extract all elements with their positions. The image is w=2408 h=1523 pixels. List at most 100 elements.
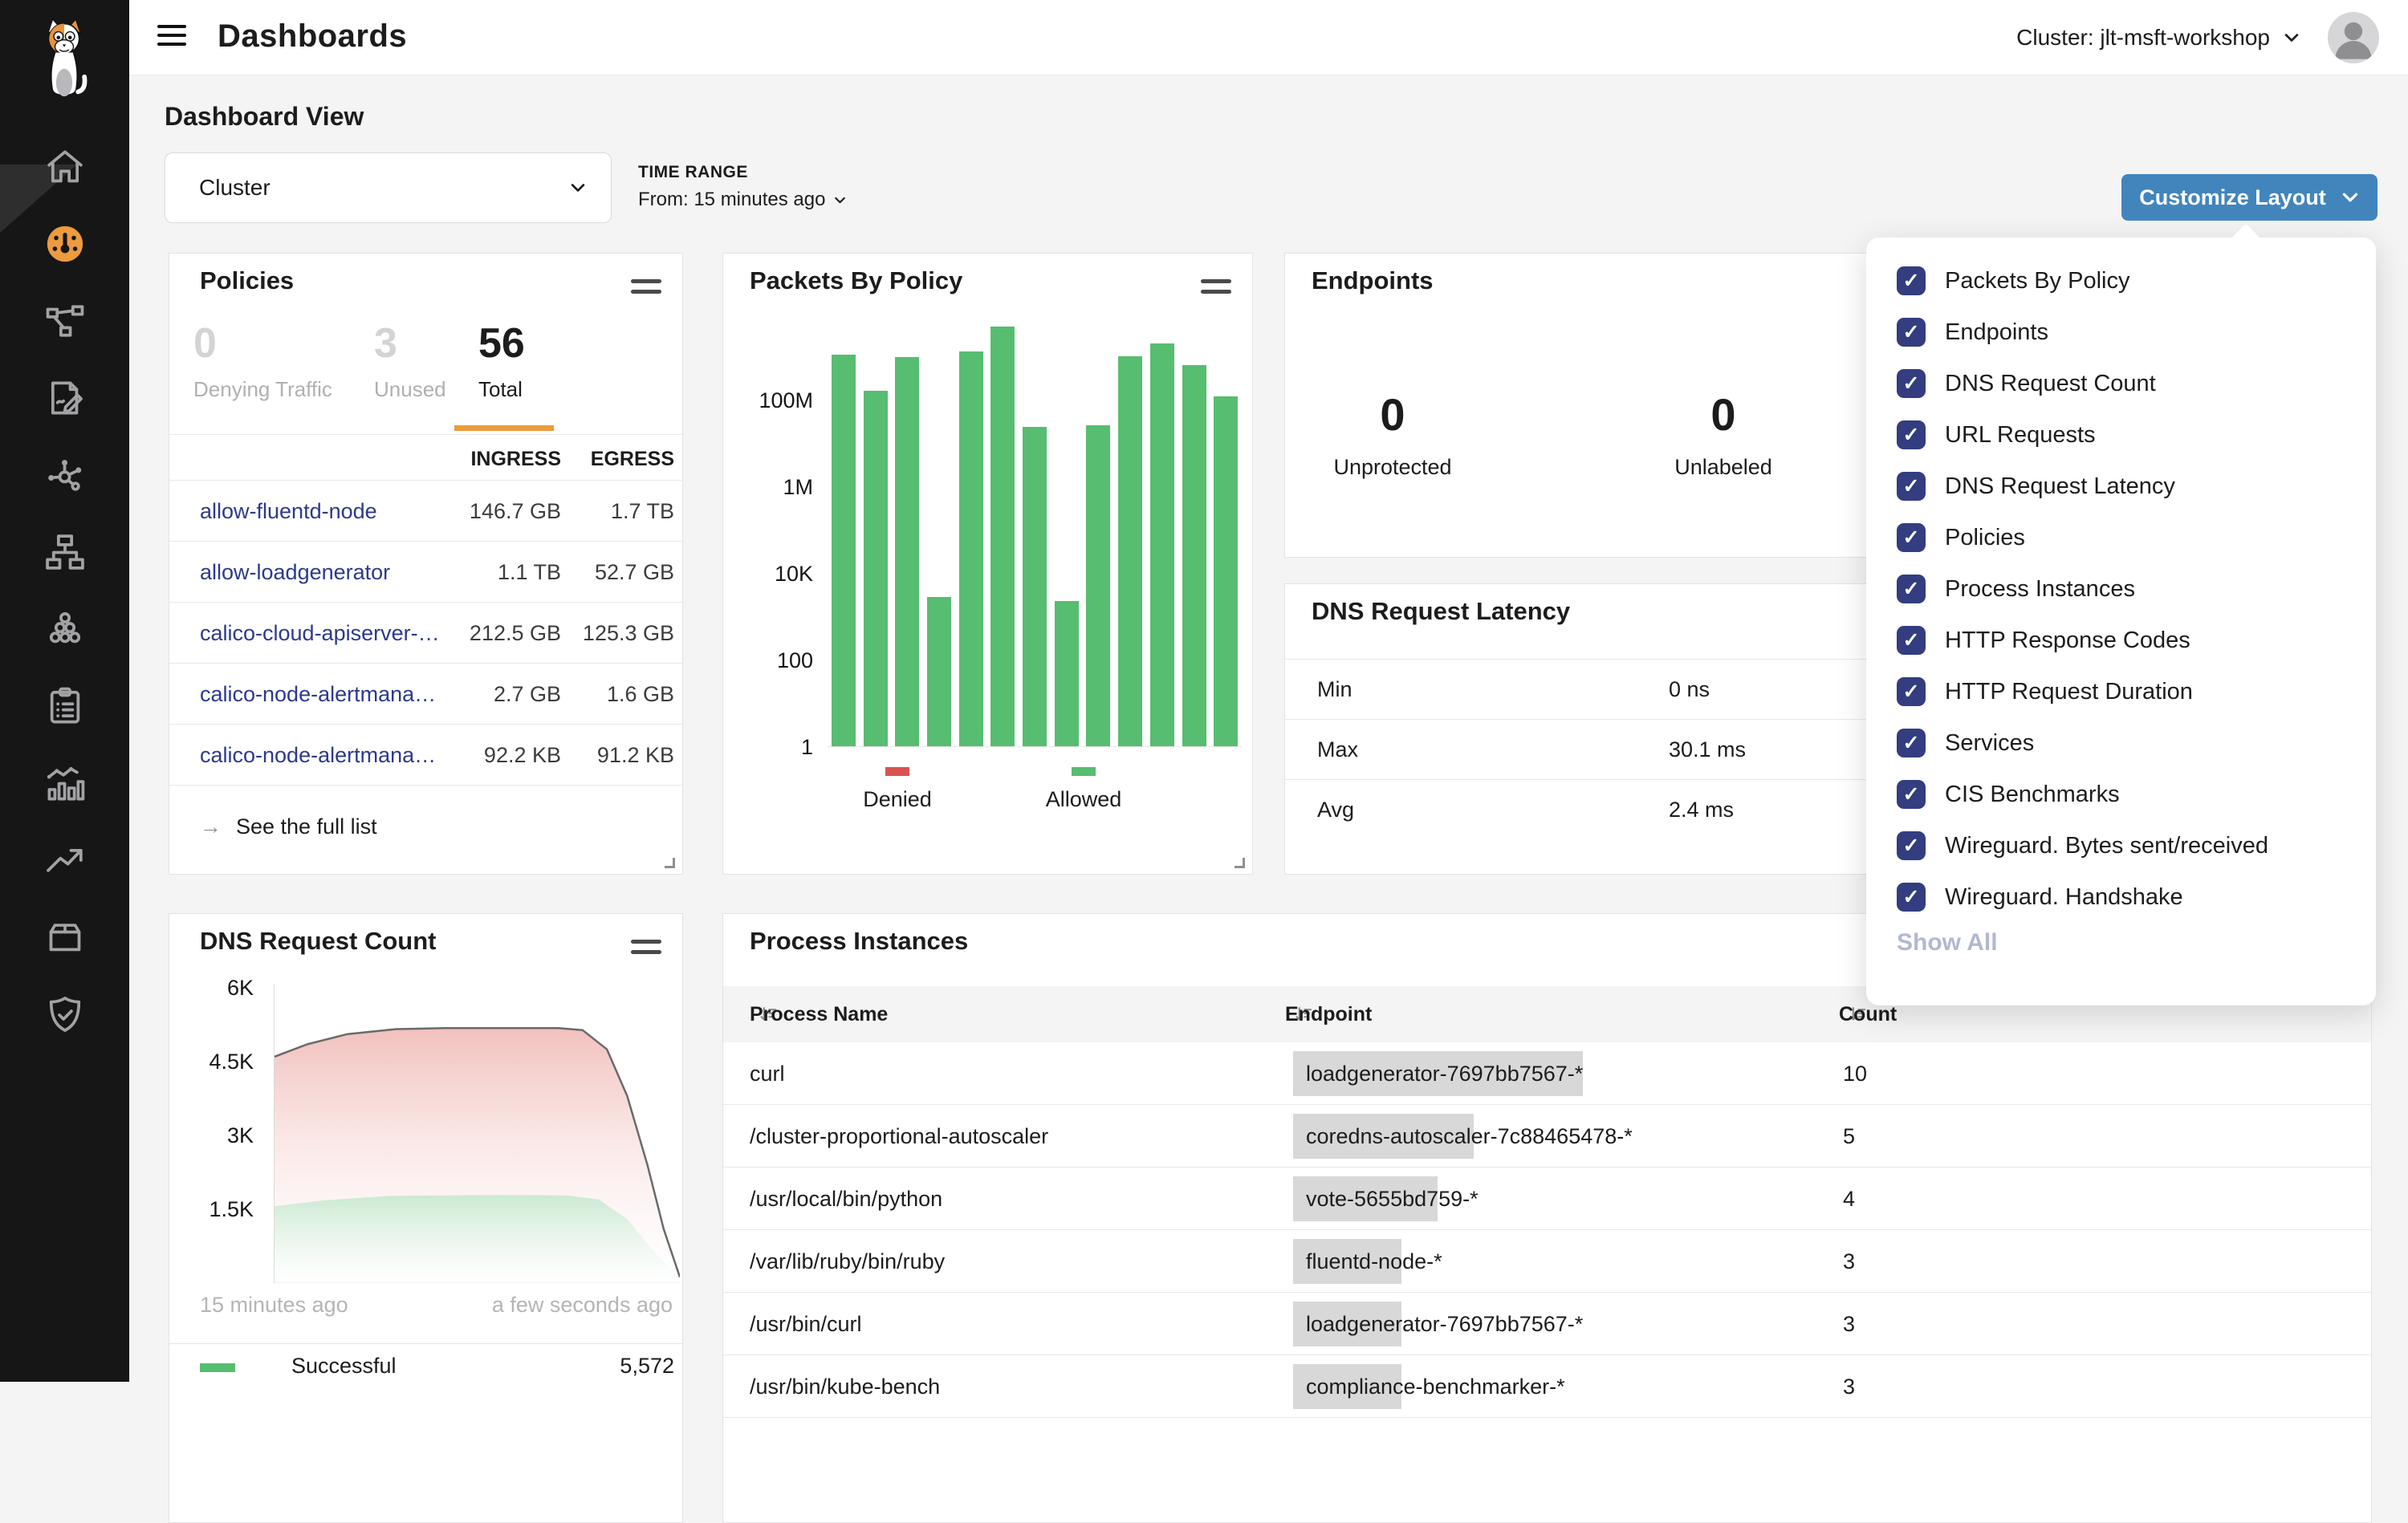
sidebar-item-home[interactable] (0, 128, 129, 205)
policies-stat-denying-traffic[interactable]: 0Denying Traffic (193, 323, 332, 402)
menu-item-label: HTTP Response Codes (1945, 627, 2190, 654)
stat-value: 0 (1308, 388, 1477, 441)
menu-item-http-response-codes[interactable]: ✓ HTTP Response Codes (1866, 615, 2376, 666)
bar (927, 597, 951, 746)
chevron-down-icon (2341, 188, 2360, 207)
process-row: /usr/bin/kube-benchcompliance-benchmarke… (723, 1355, 2371, 1418)
menu-item-process-instances[interactable]: ✓Process Instances (1866, 563, 2376, 615)
see-full-list-link[interactable]: → See the full list (200, 814, 377, 839)
resize-handle[interactable] (1235, 858, 1245, 868)
sidebar-item-package[interactable] (0, 899, 129, 976)
process-name: /var/lib/ruby/bin/ruby (750, 1230, 945, 1293)
resize-handle[interactable] (665, 858, 675, 868)
policy-name-link[interactable]: calico-node-alertmana… (200, 725, 436, 786)
sidebar-item-metrics-chart[interactable] (0, 745, 129, 822)
sidebar-item-shield-check[interactable] (0, 976, 129, 1053)
y-axis-tick: 10K (723, 562, 813, 585)
menu-item-endpoints[interactable]: ✓Endpoints (1866, 307, 2376, 358)
menu-item-wireguard-handshake[interactable]: ✓Wireguard. Handshake (1866, 871, 2376, 923)
drag-handle-icon[interactable] (1201, 279, 1231, 300)
drag-handle-icon[interactable] (631, 940, 661, 961)
process-row: /var/lib/ruby/bin/rubyfluentd-node-*3 (723, 1230, 2371, 1293)
successful-legend-value: 5,572 (620, 1354, 674, 1379)
section-title: Dashboard View (165, 102, 364, 132)
checkbox-checked-icon[interactable]: ✓ (1897, 318, 1926, 347)
sidebar-item-service-graph[interactable] (0, 437, 129, 514)
y-axis-tick: 1M (723, 476, 813, 498)
policy-ingress-value: 2.7 GB (494, 664, 561, 725)
bar (1118, 356, 1142, 746)
checkbox-checked-icon[interactable]: ✓ (1897, 677, 1926, 706)
policy-name-link[interactable]: calico-node-alertmana… (200, 664, 436, 725)
endpoint-chip: loadgenerator-7697bb7567-* (1293, 1051, 1583, 1096)
time-range-value[interactable]: From: 15 minutes ago (638, 189, 847, 211)
checkbox-checked-icon[interactable]: ✓ (1897, 626, 1926, 655)
menu-item-policies[interactable]: ✓Policies (1866, 512, 2376, 563)
show-all-link[interactable]: Show All (1897, 929, 1998, 956)
legend-item-allowed: Allowed (1015, 767, 1152, 812)
process-count: 5 (1843, 1105, 1855, 1168)
bar (1055, 601, 1079, 747)
stat-label: Unlabeled (1639, 455, 1808, 480)
sidebar-item-policy-edit[interactable] (0, 359, 129, 437)
packets-bar-chart (828, 314, 1242, 747)
y-axis-tick: 100M (723, 389, 813, 412)
menu-item-dns-request-count[interactable]: ✓DNS Request Count (1866, 358, 2376, 409)
sidebar-item-dashboard[interactable] (0, 205, 129, 282)
cluster-selector[interactable]: Cluster: jlt-msft-workshop (2016, 25, 2300, 51)
menu-item-label: URL Requests (1945, 422, 2096, 449)
policies-stat-unused[interactable]: 3Unused (374, 323, 446, 402)
latency-value: 30.1 ms (1669, 720, 1746, 780)
menu-item-url-requests[interactable]: ✓ URL Requests (1866, 409, 2376, 461)
menu-item-packets-by-policy[interactable]: ✓Packets By Policy (1866, 255, 2376, 307)
checkbox-checked-icon[interactable]: ✓ (1897, 266, 1926, 295)
drag-handle-icon[interactable] (631, 279, 661, 300)
calico-cat-logo (26, 14, 103, 109)
user-avatar[interactable] (2328, 12, 2379, 63)
home-icon (43, 144, 87, 189)
policy-row: calico-node-alertmana…92.2 KB91.2 KB (169, 724, 682, 785)
checkbox-checked-icon[interactable]: ✓ (1897, 883, 1926, 912)
menu-item-http-request-duration[interactable]: ✓HTTP Request Duration (1866, 666, 2376, 717)
policies-card: Policies 0Denying Traffic3Unused56Total … (169, 253, 683, 875)
policy-name-link[interactable]: allow-fluentd-node (200, 481, 377, 542)
policies-card-title: Policies (200, 266, 294, 295)
checkbox-checked-icon[interactable]: ✓ (1897, 780, 1926, 809)
menu-item-wireguard-bytes-sent-received[interactable]: ✓Wireguard. Bytes sent/received (1866, 820, 2376, 871)
dashboard-view-select[interactable]: Cluster (165, 152, 612, 223)
checkbox-checked-icon[interactable]: ✓ (1897, 472, 1926, 501)
policy-name-link[interactable]: allow-loadgenerator (200, 542, 390, 603)
shield-check-icon (43, 992, 87, 1037)
endpoint-column-header[interactable]: Endpoint (1285, 986, 1314, 1042)
sidebar-item-node-cluster[interactable] (0, 591, 129, 668)
checkbox-checked-icon[interactable]: ✓ (1897, 729, 1926, 757)
dns-count-card-title: DNS Request Count (200, 927, 437, 956)
hamburger-menu-icon[interactable] (157, 25, 186, 51)
policy-ingress-value: 1.1 TB (498, 542, 561, 603)
menu-item-dns-request-latency[interactable]: ✓DNS Request Latency (1866, 461, 2376, 512)
sidebar-item-network-tree[interactable] (0, 514, 129, 591)
bar (990, 327, 1015, 746)
app-header: Dashboards Cluster: jlt-msft-workshop (129, 0, 2408, 75)
menu-item-services[interactable]: ✓Services (1866, 717, 2376, 769)
y-axis-tick: 6K (169, 977, 254, 999)
sidebar-item-clipboard-list[interactable] (0, 668, 129, 745)
process-name-column-header[interactable]: Process Name (750, 986, 779, 1042)
sidebar-item-network-path[interactable] (0, 282, 129, 359)
count-column-header[interactable]: Count (1839, 986, 1868, 1042)
service-graph-icon (43, 453, 87, 498)
sidebar-item-trending-up[interactable] (0, 822, 129, 899)
policy-name-link[interactable]: calico-cloud-apiserver-… (200, 603, 440, 664)
checkbox-checked-icon[interactable]: ✓ (1897, 575, 1926, 603)
checkbox-checked-icon[interactable]: ✓ (1897, 369, 1926, 398)
package-icon (43, 915, 87, 960)
bar (1214, 396, 1238, 746)
customize-layout-button[interactable]: Customize Layout (2121, 174, 2377, 221)
menu-item-cis-benchmarks[interactable]: ✓CIS Benchmarks (1866, 769, 2376, 820)
endpoints-stat-unprotected: 0Unprotected (1308, 388, 1477, 480)
checkbox-checked-icon[interactable]: ✓ (1897, 831, 1926, 860)
process-name: /cluster-proportional-autoscaler (750, 1105, 1048, 1168)
checkbox-checked-icon[interactable]: ✓ (1897, 523, 1926, 552)
policies-stat-total[interactable]: 56Total (478, 323, 525, 402)
checkbox-checked-icon[interactable]: ✓ (1897, 420, 1926, 449)
